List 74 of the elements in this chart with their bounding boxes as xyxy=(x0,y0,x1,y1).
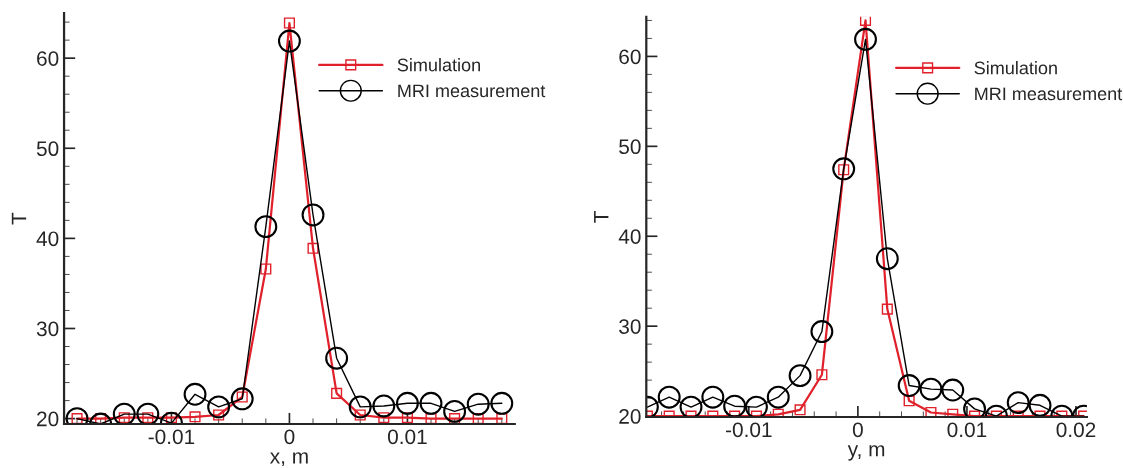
point xyxy=(679,395,703,417)
y-tick-label: 20 xyxy=(37,411,59,427)
point xyxy=(254,215,278,239)
point xyxy=(903,395,915,407)
point xyxy=(354,409,366,421)
point xyxy=(136,402,160,425)
legend-label: MRI measurement xyxy=(975,87,1123,101)
point xyxy=(859,16,872,27)
y-tick-label: 40 xyxy=(36,231,59,247)
y-tick-label: 30 xyxy=(619,319,641,334)
point xyxy=(213,409,225,421)
point xyxy=(794,404,806,416)
y-tick-label: 20 xyxy=(619,409,641,424)
x-axis-title: y, m xyxy=(847,445,885,461)
point xyxy=(348,395,372,419)
y-tick-label: 50 xyxy=(36,141,59,157)
point xyxy=(301,203,325,227)
x-tick-label: -0.01 xyxy=(726,422,772,438)
legend-label: Simulation xyxy=(974,61,1057,75)
x-tick-label: 0.01 xyxy=(387,429,427,445)
point xyxy=(701,385,725,409)
point xyxy=(112,402,136,425)
point xyxy=(854,27,877,51)
point xyxy=(277,29,301,53)
x-tick-label: 0.01 xyxy=(947,422,987,438)
point xyxy=(788,364,812,388)
x-tick-label: 0 xyxy=(852,422,863,438)
point xyxy=(230,387,254,411)
point xyxy=(283,17,295,29)
point xyxy=(183,382,207,406)
point xyxy=(1006,391,1030,415)
point xyxy=(443,399,467,423)
point xyxy=(919,377,943,401)
point xyxy=(875,247,899,271)
point xyxy=(963,397,987,417)
x-tick-label: -0.01 xyxy=(148,429,195,445)
point xyxy=(657,385,681,409)
point xyxy=(378,412,390,424)
point xyxy=(897,374,921,397)
x-tick-label: 0.02 xyxy=(1056,422,1096,438)
point xyxy=(307,242,319,254)
legend-label: MRI measurement xyxy=(398,84,546,98)
point xyxy=(207,395,231,419)
point xyxy=(1028,393,1052,417)
x-axis-title: x, m xyxy=(269,452,308,467)
point xyxy=(331,387,343,399)
point xyxy=(401,412,413,424)
point xyxy=(816,369,828,381)
y-tick-label: 60 xyxy=(619,49,641,65)
point xyxy=(466,392,490,416)
y-tick-label: 50 xyxy=(619,139,641,155)
point xyxy=(372,394,396,418)
point xyxy=(260,263,272,275)
x-tick-label: 0 xyxy=(284,429,295,445)
point xyxy=(744,395,768,417)
point xyxy=(419,391,443,415)
point xyxy=(941,378,965,402)
point xyxy=(766,385,790,409)
y-tick-label: 30 xyxy=(36,321,59,337)
point xyxy=(772,408,784,417)
point xyxy=(810,320,834,344)
legend-label: Simulation xyxy=(397,58,480,72)
point xyxy=(723,394,747,417)
point xyxy=(881,303,893,315)
y-axis-title: T xyxy=(11,212,27,225)
point xyxy=(490,391,514,415)
y-tick-label: 60 xyxy=(37,51,59,66)
y-tick-label: 40 xyxy=(618,229,641,244)
point xyxy=(947,408,959,417)
point xyxy=(325,346,349,370)
point xyxy=(832,157,856,181)
y-axis-title: T xyxy=(594,211,609,223)
point xyxy=(189,411,201,423)
point xyxy=(395,391,419,415)
